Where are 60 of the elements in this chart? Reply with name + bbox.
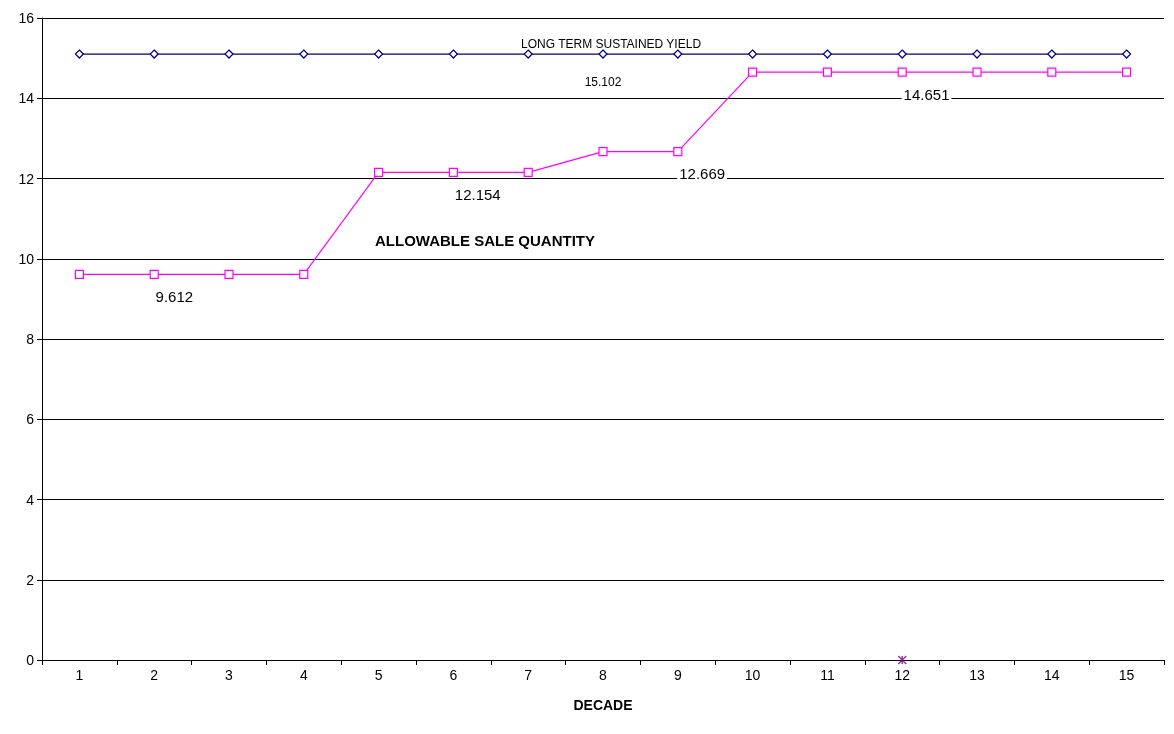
- point: [224, 269, 234, 279]
- point: [374, 49, 384, 59]
- point: [1122, 67, 1132, 77]
- point: [673, 147, 683, 157]
- y-tick-label: 0: [26, 652, 35, 668]
- x-tick-label: 5: [374, 667, 383, 683]
- x-tick-label: 15: [1118, 667, 1135, 683]
- data-label: 15.102: [584, 74, 622, 89]
- y-tick-label: 4: [26, 491, 35, 508]
- point: [149, 49, 159, 59]
- x-tick-label: 4: [299, 667, 308, 683]
- x-tick-label: 12: [894, 667, 911, 683]
- point: [972, 67, 982, 77]
- x-tick-label: 2: [150, 667, 159, 683]
- point: [1122, 49, 1132, 59]
- point: [1047, 67, 1057, 77]
- point: [598, 147, 608, 157]
- data-label: 9.612: [155, 287, 194, 305]
- point: [822, 49, 832, 59]
- data-label: 14.651: [903, 85, 950, 103]
- x-tick-label: 3: [225, 667, 234, 683]
- y-tick-label: 10: [18, 250, 35, 267]
- x-tick-label: 13: [969, 667, 985, 683]
- point: [74, 269, 84, 279]
- x-tick-label: 9: [673, 667, 682, 683]
- x-tick-label: 7: [524, 667, 533, 683]
- point: [673, 49, 683, 59]
- x-tick-label: 8: [599, 667, 608, 683]
- x-tick-label: 10: [744, 667, 761, 683]
- point: [1047, 49, 1057, 59]
- y-tick-label: 14: [18, 90, 35, 107]
- point: [897, 49, 907, 59]
- x-tick-label: 6: [449, 667, 458, 683]
- data-label: 12.669: [679, 165, 726, 183]
- point: [748, 67, 758, 77]
- point: [897, 67, 907, 77]
- point: [523, 167, 533, 177]
- x-tick-label: 1: [75, 667, 84, 683]
- data-label: 12.154: [454, 185, 501, 203]
- y-tick-label: 2: [26, 571, 35, 588]
- y-tick-label: 12: [18, 170, 35, 187]
- annotation: ALLOWABLE SALE QUANTITY: [375, 232, 595, 249]
- y-tick-label: 6: [26, 411, 35, 428]
- point: [74, 49, 84, 59]
- x-axis-title: DECADE: [573, 697, 633, 713]
- point: [822, 67, 832, 77]
- y-tick-label: 16: [18, 10, 35, 26]
- point: [299, 269, 309, 279]
- point: [897, 655, 907, 665]
- point: [448, 49, 458, 59]
- point: [448, 167, 458, 177]
- point: [299, 49, 309, 59]
- annotation: LONG TERM SUSTAINED YIELD: [521, 37, 702, 51]
- x-tick-label: 11: [820, 667, 835, 683]
- point: [523, 49, 533, 59]
- point: [748, 49, 758, 59]
- point: [374, 167, 384, 177]
- y-tick-label: 8: [26, 331, 35, 347]
- point: [149, 269, 159, 279]
- x-tick-label: 14: [1044, 667, 1060, 683]
